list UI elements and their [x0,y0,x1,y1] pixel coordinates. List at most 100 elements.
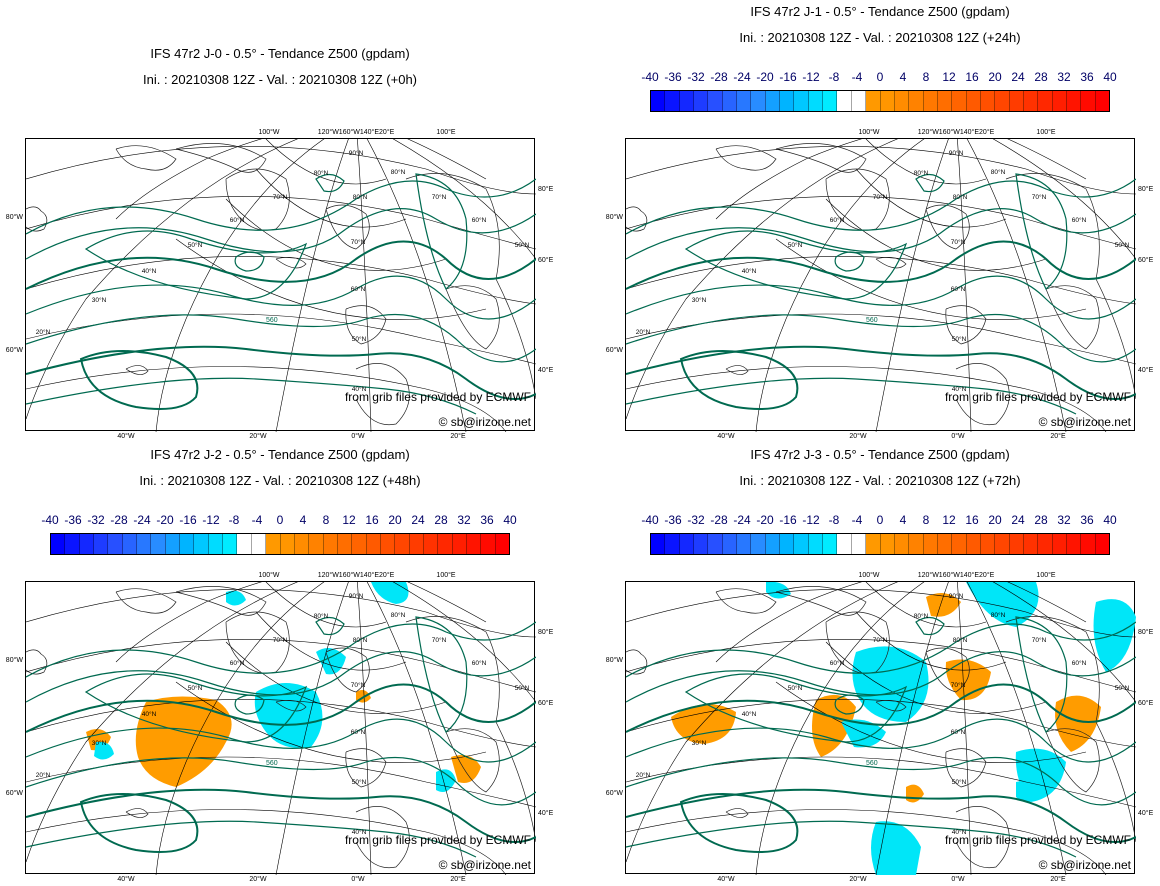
graticule-line [775,238,1087,320]
coastline [275,700,307,712]
longitude-label-top: 120°W160°W140°E20°E [317,129,395,136]
colorbar-swatch [1081,91,1096,111]
coastline [115,145,177,171]
z500-contour [26,345,536,400]
longitude-label-top: 120°W160°W140°E20°E [317,572,395,579]
z500-contour [26,820,477,858]
z500-contour [684,230,908,300]
latitude-label: 50°N [352,335,367,343]
warm-anomaly-area [906,784,924,803]
z500-contour [626,345,1136,400]
colorbar-swatch [194,534,209,554]
z500-contour [26,240,536,290]
graticule-line [855,168,1007,228]
z500-contour [79,793,199,853]
colorbar-tick-label: -24 [733,70,751,84]
latitude-label: 60°N [230,659,245,667]
coastline [345,748,387,788]
colorbar-tick-label: -40 [641,513,659,527]
colorbar-swatch [722,91,738,111]
panel-subtitle: Ini. : 20210308 12Z - Val. : 20210308 12… [739,30,1021,45]
graticule-line [992,139,1136,260]
latitude-label: 40°N [142,710,157,718]
colorbar-tick-label: 16 [365,513,379,527]
graticule-line [626,366,1107,432]
longitude-label-bottom: 20°W [849,433,867,440]
colorbar-swatch [180,534,195,554]
latitude-label: 80°N [353,193,368,201]
colorbar-swatch [151,534,166,554]
graticule-line [366,139,467,432]
coastline [1045,728,1100,793]
colorbar-tick-label: 28 [434,513,448,527]
z500-contour [26,275,536,320]
coastline [715,588,777,614]
graticule-line [115,139,262,220]
map-canvas: 560 90°N 80°N 80°N 80°N 70°N 70°N 70°N 60°N 60°N 6… [26,582,536,875]
z500-contour [679,350,799,410]
graticule-line [407,582,487,623]
colorbar-swatch [837,534,852,554]
colorbar-swatch [251,534,267,554]
graticule-line [715,582,862,663]
colorbar-swatch [1038,534,1053,554]
longitude-label-left: 80°W [605,657,623,664]
colorbar-swatch [1052,534,1067,554]
warm-anomaly-area [1055,695,1101,752]
map-panel-2: IFS 47r2 J-2 - 0.5° - Tendance Z500 (gpd… [0,443,560,886]
latitude-label: 80°N [314,612,329,620]
z500-contour [626,820,1077,858]
latitude-label: 60°N [1072,659,1087,667]
z500-contour [626,718,1136,763]
latitude-label: 60°N [830,216,845,224]
latitude-label: 30°N [92,739,107,747]
graticule-line [1007,139,1087,180]
z500-contour [26,621,536,678]
colorbar-tick-label: -12 [202,513,220,527]
latitude-label: 80°N [353,636,368,644]
cold-anomaly-area [316,648,346,675]
map-canvas: 560 90°N 80°N 80°N 80°N 70°N 70°N 70°N 60°N 60°N 6… [26,139,536,432]
colorbar-labels: -40 -36 -32 -28 -24 -20 -16 -12 -8 -4 0 4 8 12 16 20 24 2… [641,513,1116,529]
latitude-label: 80°N [953,193,968,201]
graticule-line [155,582,325,875]
graticule-line [155,139,325,432]
z500-contour [26,718,536,763]
latitude-label: 60°N [351,728,366,736]
z500-contour [415,616,468,733]
latitude-label: 40°N [952,385,967,393]
colorbar-swatch [51,534,66,554]
colorbar-swatch [1066,534,1082,554]
longitude-label-right: 40°E [538,367,554,374]
longitude-label-top: 100°W [858,129,880,136]
colorbar-swatch [352,534,367,554]
source-credit: from grib files provided by ECMWF [944,833,1131,847]
colorbar-swatch [651,534,666,554]
graticule-line [865,582,987,628]
author-credit: © sb@irizone.net [1038,858,1131,872]
latitude-label: 80°N [391,168,406,176]
coastline [875,257,907,269]
colorbar-swatch [995,91,1010,111]
colorbar-tick-label: 24 [1011,70,1025,84]
z500-contour [234,251,265,272]
z500-contour [79,350,199,410]
colorbar-swatch [823,91,838,111]
graticule-line [175,681,487,763]
colorbar-swatch [679,91,695,111]
colorbar-swatch [380,534,396,554]
colorbar-tick-label: -8 [228,513,240,527]
graticule-line [175,238,487,320]
colorbar-swatch [794,534,809,554]
graticule-line [26,146,536,195]
colorbar-swatch [851,534,867,554]
longitude-label-right: 40°E [538,810,554,817]
coastline [445,285,500,350]
colorbar-tick-label: -4 [851,513,863,527]
colorbar-tick-label: -32 [687,70,705,84]
longitude-label-right: 80°E [1138,629,1154,636]
z500-contour [626,178,1136,235]
latitude-label: 70°N [873,636,888,644]
colorbar-tick-label: -16 [179,513,197,527]
longitude-label-left: 80°W [605,214,623,221]
